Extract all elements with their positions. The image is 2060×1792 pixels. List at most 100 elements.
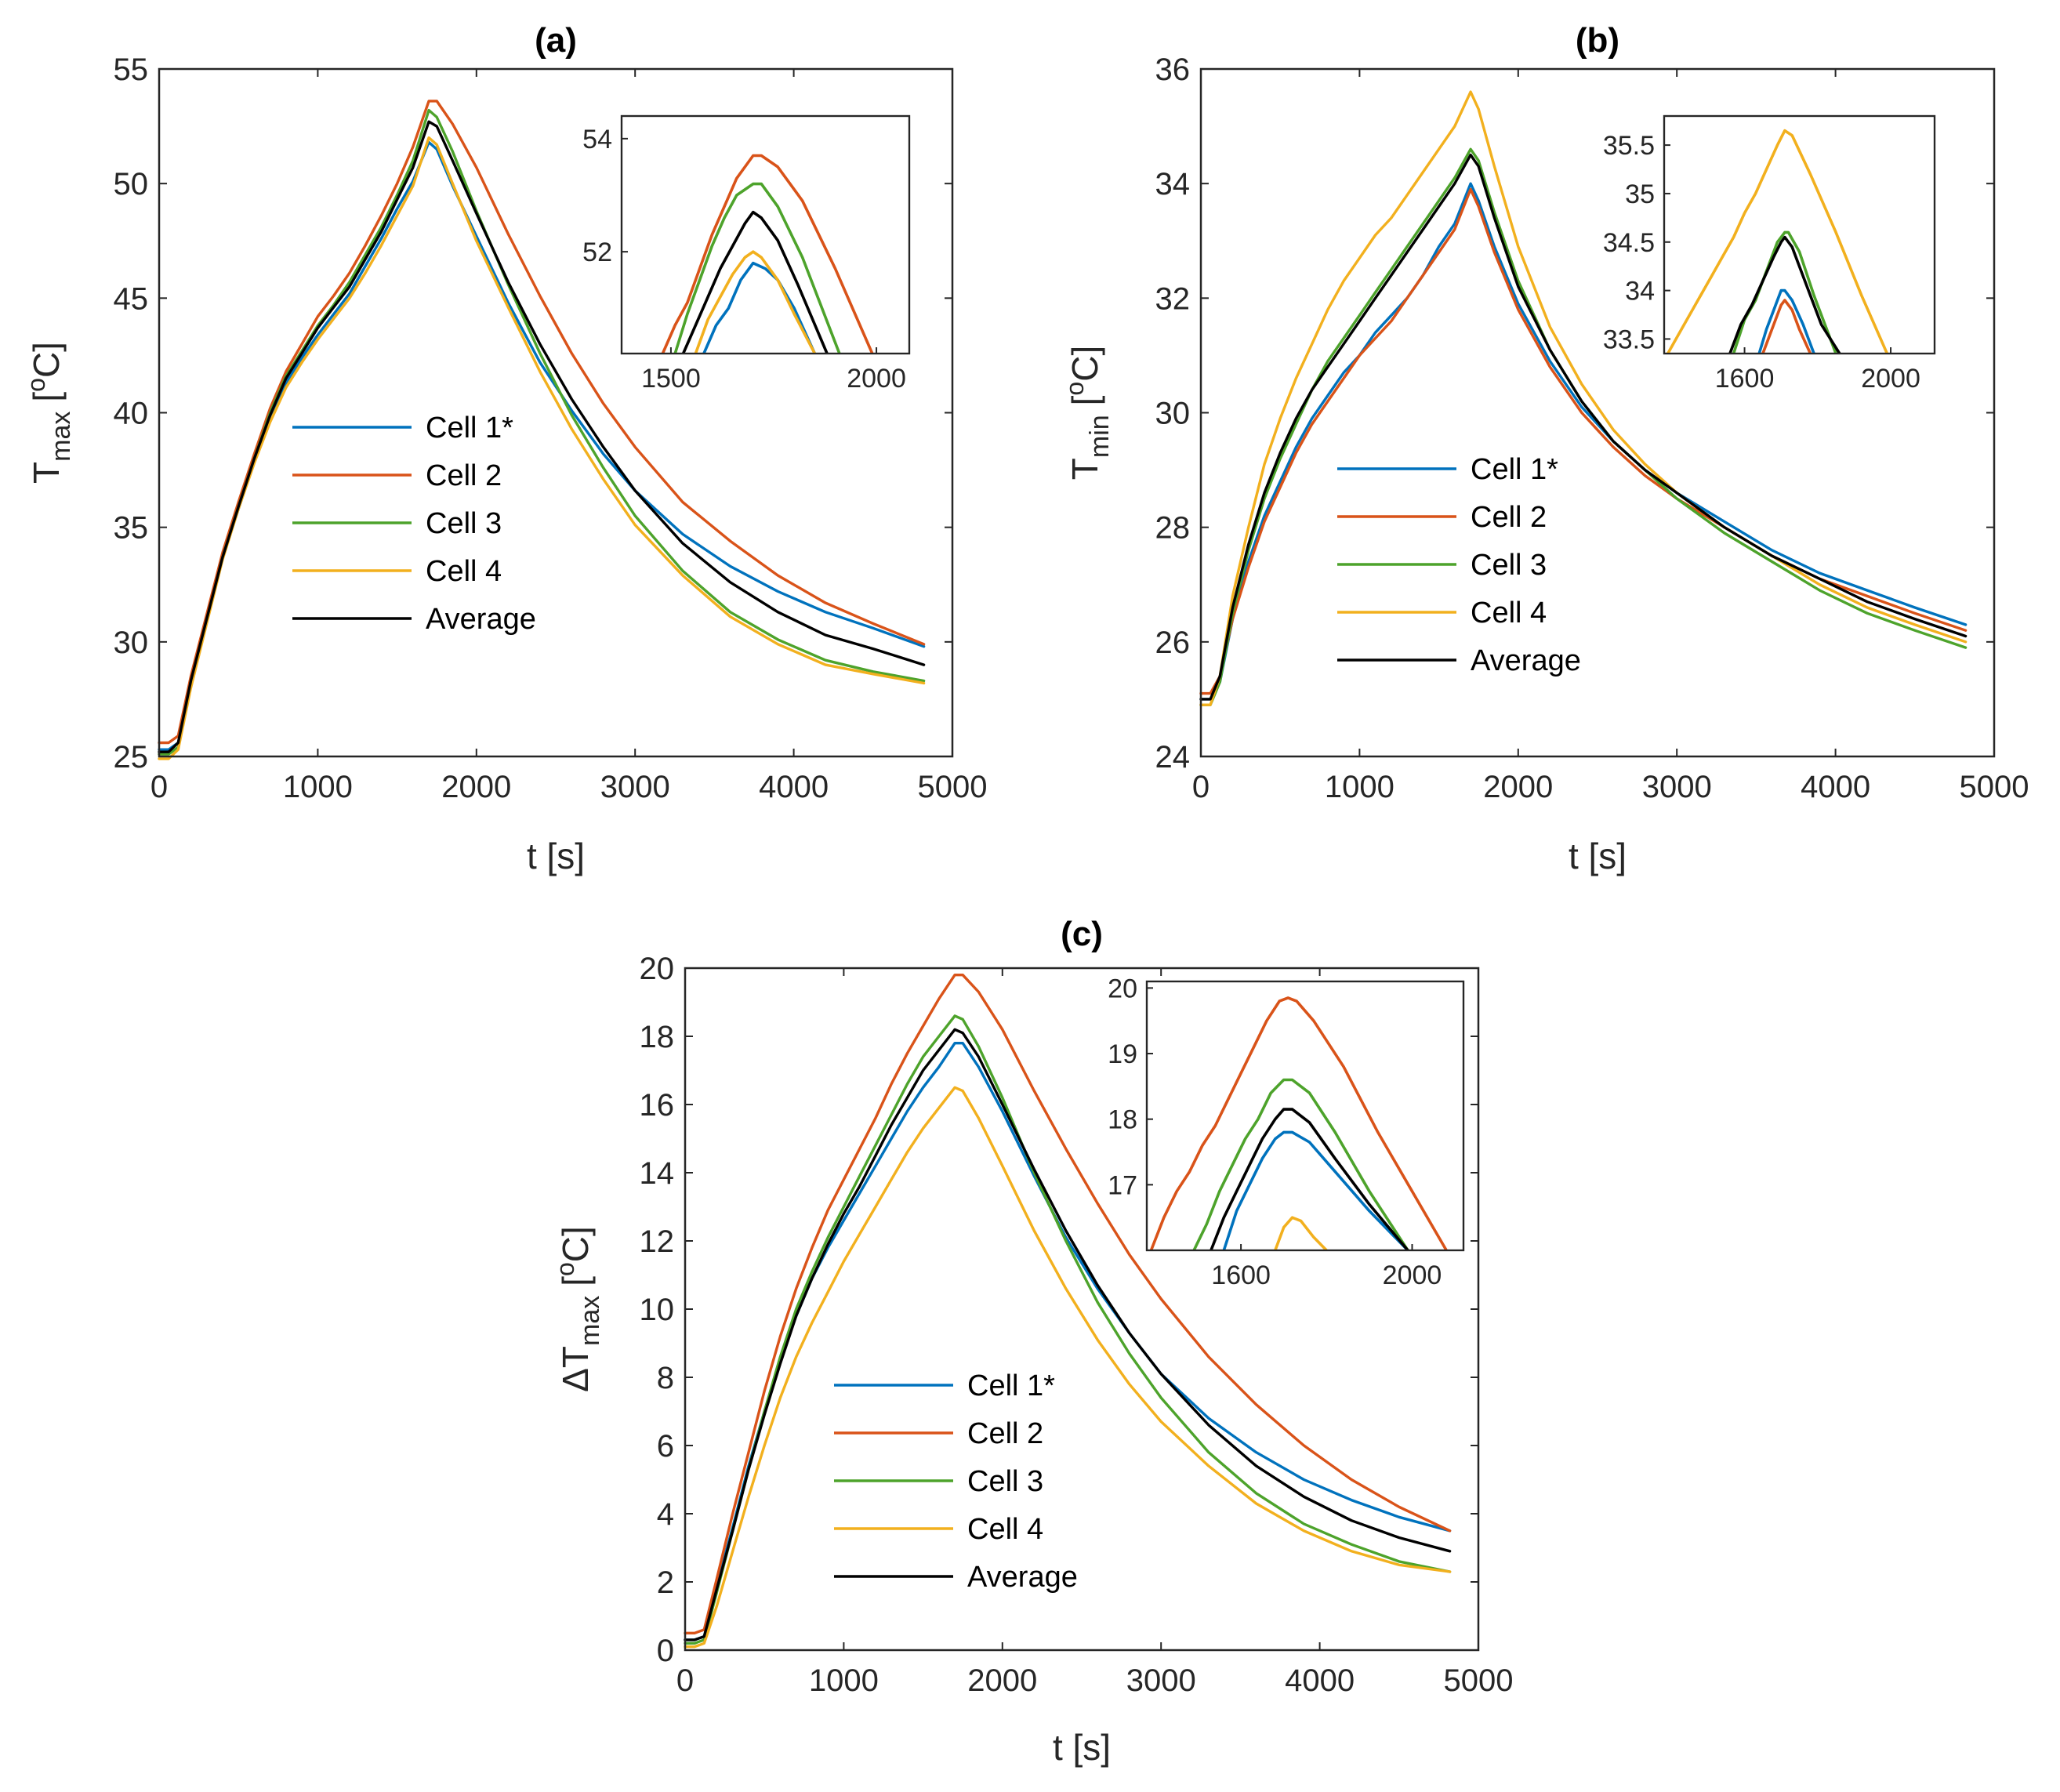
legend-label: Average [967, 1561, 1078, 1594]
inset-series [661, 154, 874, 354]
y-tick-label: 6 [657, 1429, 674, 1464]
panel-b: 0 1000 2000 3000 4000 5000 24 26 28 30 32 34 36 (b) t … [1061, 21, 2029, 876]
inset-series-line-cell-2 [1149, 996, 1448, 1250]
y-axis-label-unit: C] [555, 1226, 596, 1262]
inset-series-line-average [1728, 235, 1841, 354]
inset-chart: 1600 2000 17 18 19 20 [1108, 974, 1465, 1290]
x-tick-label: 0 [1192, 770, 1210, 804]
legend-label: Cell 4 [426, 555, 502, 588]
inset-y-tick-label: 34 [1625, 277, 1655, 307]
legend-label: Cell 1* [1471, 453, 1558, 486]
y-tick-label: 24 [1155, 740, 1191, 774]
legend: Cell 1* Cell 2 Cell 3 Cell 4 Average [1337, 453, 1581, 677]
y-tick-label: 36 [1155, 53, 1191, 87]
inset-series [1666, 129, 1889, 354]
series-line-cell-2 [684, 973, 1452, 1635]
x-tick-label: 3000 [1642, 770, 1712, 804]
x-axis-label: t [s] [527, 836, 585, 876]
y-tick-label: 32 [1155, 281, 1191, 316]
inset-y-tick-label: 18 [1108, 1105, 1137, 1135]
y-tick-label: 14 [640, 1156, 675, 1191]
inset-y-tick-label: 19 [1108, 1039, 1137, 1069]
inset-y-tick-label: 35.5 [1603, 131, 1655, 161]
legend-label: Cell 2 [967, 1417, 1043, 1450]
panel-c: 0 1000 2000 3000 4000 500002468101214161820(c… [551, 915, 1513, 1768]
y-axis-label-bracket: [ [26, 392, 67, 402]
inset-y-tick-label: 34.5 [1603, 228, 1655, 258]
y-tick-label: 25 [114, 740, 149, 774]
chart-title: (a) [535, 21, 577, 60]
x-tick-label: 4000 [759, 770, 829, 804]
legend: Cell 1* Cell 2 Cell 3 Cell 4 Average [834, 1369, 1078, 1594]
inset-x-tick-label: 1600 [1211, 1261, 1271, 1290]
series-line-average [684, 1028, 1452, 1641]
y-axis-label: Tmin [oC] [1061, 346, 1115, 480]
inset-x-tick-label: 2000 [1861, 364, 1920, 394]
y-tick-label: 16 [640, 1088, 675, 1123]
legend: Cell 1* Cell 2 Cell 3 Cell 4 Average [292, 412, 536, 636]
inset-x-tick-label: 1500 [641, 364, 701, 394]
panel-a: 0 1000 2000 3000 4000 5000 25 30 35 40 45 50 55 (a) t … [22, 21, 987, 876]
y-tick-label: 28 [1155, 511, 1191, 546]
x-tick-label: 2000 [441, 770, 511, 804]
y-axis-label-main: ΔT [555, 1346, 596, 1392]
inset-series-line-cell-1 [1757, 288, 1815, 354]
y-axis-label-main: T [26, 462, 67, 484]
x-tick-label: 1000 [1325, 770, 1394, 804]
inset-series-line-cell-1 [702, 261, 817, 354]
inset-chart: 1500 2000 52 54 [582, 114, 911, 394]
y-tick-label: 0 [657, 1634, 674, 1668]
y-tick-label: 30 [114, 626, 149, 660]
y-axis-label-subscript: min [1085, 415, 1115, 458]
y-axis-label-degree: o [22, 378, 50, 392]
chart-title: (b) [1576, 21, 1619, 60]
y-tick-label: 30 [1155, 397, 1191, 431]
y-axis-label-degree: o [551, 1262, 579, 1276]
inset-series-line-average [1210, 1108, 1409, 1250]
series-line-cell-2 [158, 100, 926, 745]
inset-series-line-cell-2 [661, 154, 874, 354]
x-tick-label: 0 [676, 1663, 694, 1698]
series-line-cell-4 [684, 1086, 1452, 1649]
inset-y-tick-label: 20 [1108, 974, 1137, 1003]
chart-title: (c) [1061, 915, 1103, 953]
legend-label: Average [426, 603, 536, 636]
legend-label: Cell 2 [1471, 501, 1547, 534]
x-tick-label: 5000 [1444, 1663, 1514, 1698]
y-axis-label-unit: C] [26, 342, 67, 378]
series-line-cell-1 [1199, 182, 1968, 701]
y-axis-label: Tmax [oC] [22, 342, 76, 484]
y-tick-label: 35 [114, 511, 149, 546]
inset-x-tick-label: 1600 [1715, 364, 1775, 394]
inset-y-tick-label: 33.5 [1603, 325, 1655, 354]
y-tick-label: 26 [1155, 626, 1191, 660]
y-tick-label: 18 [640, 1020, 675, 1054]
inset-frame [1663, 114, 1936, 355]
legend-label: Cell 4 [967, 1513, 1043, 1546]
x-tick-label: 4000 [1801, 770, 1870, 804]
x-tick-label: 0 [151, 770, 168, 804]
y-axis-label-subscript: max [46, 412, 76, 462]
inset-y-tick-label: 17 [1108, 1170, 1137, 1200]
inset-frame [1145, 980, 1465, 1252]
legend-label: Cell 4 [1471, 597, 1547, 629]
legend-label: Cell 3 [1471, 549, 1547, 582]
x-tick-label: 5000 [1960, 770, 2029, 804]
x-tick-label: 3000 [600, 770, 670, 804]
inset-series-line-cell-4 [1274, 1216, 1329, 1250]
inset-plot-area [1145, 980, 1465, 1252]
inset-y-tick-label: 35 [1625, 180, 1655, 209]
y-tick-label: 2 [657, 1565, 674, 1600]
series-line-cell-3 [1199, 147, 1968, 706]
y-tick-label: 34 [1155, 167, 1191, 201]
inset-series-line-cell-4 [694, 250, 817, 354]
inset-series-line-cell-3 [673, 182, 841, 354]
y-tick-label: 12 [640, 1224, 675, 1259]
series-line-average [158, 120, 926, 753]
y-axis-label: ΔTmax [oC] [551, 1226, 605, 1392]
legend-label: Cell 2 [426, 459, 502, 492]
inset-x-tick-label: 2000 [847, 364, 906, 394]
y-axis-label-subscript: max [575, 1296, 605, 1346]
x-tick-label: 4000 [1285, 1663, 1355, 1698]
series-line-average [1199, 153, 1968, 701]
